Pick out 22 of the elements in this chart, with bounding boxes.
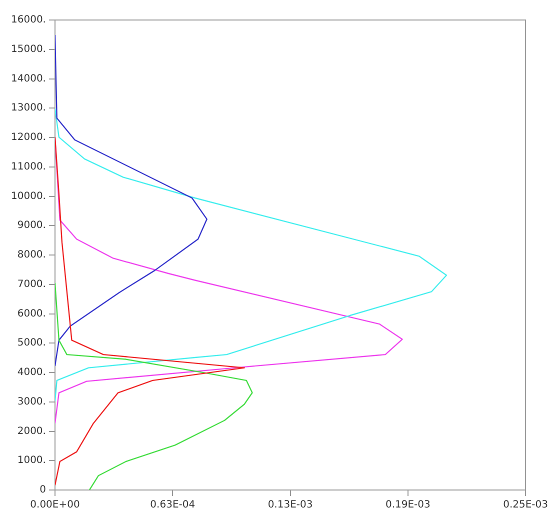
y-tick-label: 0 bbox=[40, 484, 46, 496]
y-tick-label: 12000. bbox=[10, 132, 46, 144]
y-tick-label: 6000. bbox=[17, 308, 46, 320]
y-tick-label: 15000. bbox=[10, 44, 46, 55]
x-tick-label: 0.25E-03 bbox=[503, 500, 548, 511]
x-tick-label: 0.19E-03 bbox=[385, 500, 430, 511]
y-tick-label: 2000. bbox=[17, 426, 46, 437]
y-tick-label: 10000. bbox=[10, 190, 46, 202]
y-tick-label: 11000. bbox=[10, 161, 46, 172]
y-tick-label: 16000. bbox=[10, 14, 46, 26]
y-tick-label: 7000. bbox=[17, 278, 46, 290]
y-tick-label: 9000. bbox=[17, 220, 46, 232]
x-tick-label: 0.63E-04 bbox=[150, 500, 196, 511]
y-tick-label: 1000. bbox=[17, 455, 46, 466]
y-tick-label: 4000. bbox=[17, 367, 46, 378]
x-tick-label: 0.13E-03 bbox=[268, 500, 313, 511]
y-tick-label: 13000. bbox=[10, 102, 46, 114]
y-tick-label: 14000. bbox=[10, 73, 46, 84]
x-tick-label: 0.00E+00 bbox=[30, 500, 80, 511]
y-tick-label: 3000. bbox=[17, 396, 46, 408]
y-tick-label: 5000. bbox=[17, 338, 46, 349]
y-tick-label: 8000. bbox=[17, 250, 46, 261]
